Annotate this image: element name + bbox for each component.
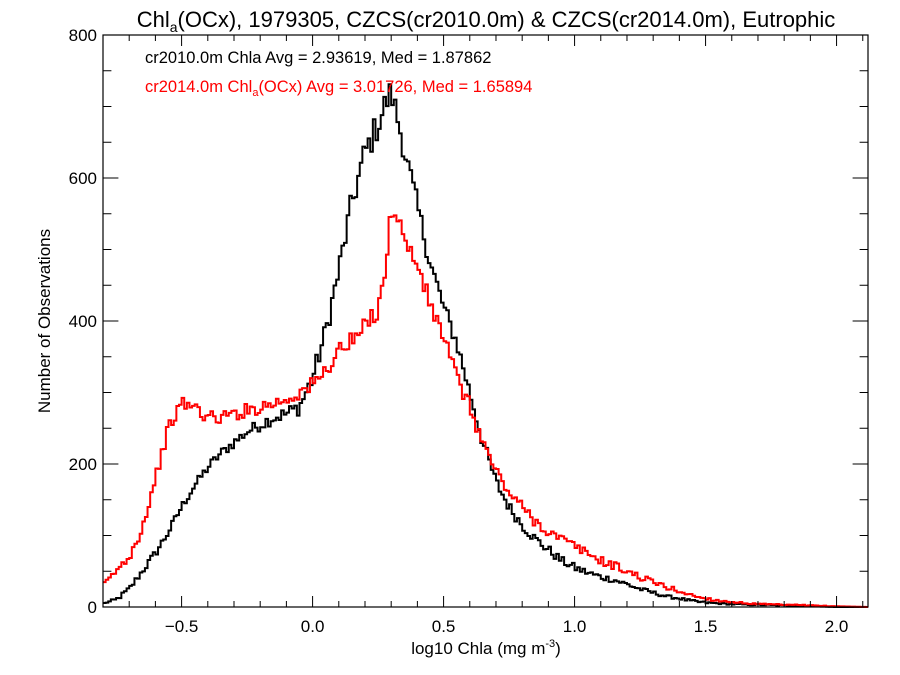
y-tick-label: 200 xyxy=(69,455,97,474)
chart-title: Chla(OCx), 1979305, CZCS(cr2010.0m) & CZ… xyxy=(137,7,836,35)
y-tick-label: 600 xyxy=(69,169,97,188)
y-tick-label: 800 xyxy=(69,26,97,45)
annotation-red: cr2014.0m Chla(OCx) Avg = 3.01726, Med =… xyxy=(145,78,532,99)
x-tick-label: 0.5 xyxy=(432,617,456,636)
x-tick-label: 0.0 xyxy=(301,617,325,636)
series-layer xyxy=(103,83,868,608)
x-tick-label: 1.5 xyxy=(694,617,718,636)
x-axis-label: log10 Chla (mg m-3) xyxy=(411,638,561,658)
series-line-red xyxy=(103,214,868,608)
y-tick-label: 0 xyxy=(88,598,97,617)
plot-frame xyxy=(102,34,869,608)
x-tick-label: 1.0 xyxy=(563,617,587,636)
annotation-black: cr2010.0m Chla Avg = 2.93619, Med = 1.87… xyxy=(145,49,491,67)
y-axis-label: Number of Observations xyxy=(35,229,54,413)
x-tick-label: −0.5 xyxy=(165,617,199,636)
series-line-black xyxy=(103,83,868,608)
y-tick-label: 400 xyxy=(69,312,97,331)
x-tick-label: 2.0 xyxy=(825,617,849,636)
tick-layer: −0.5 0.0 0.5 1.0 1.5 2.0 0 200 400 600 800 xyxy=(69,26,868,636)
